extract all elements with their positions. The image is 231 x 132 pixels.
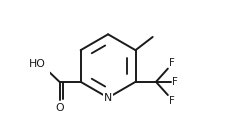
Text: F: F — [168, 96, 174, 106]
Text: F: F — [168, 58, 174, 68]
Text: F: F — [171, 77, 177, 87]
Text: N: N — [103, 93, 112, 103]
Text: O: O — [55, 103, 64, 113]
Text: HO: HO — [29, 59, 46, 69]
